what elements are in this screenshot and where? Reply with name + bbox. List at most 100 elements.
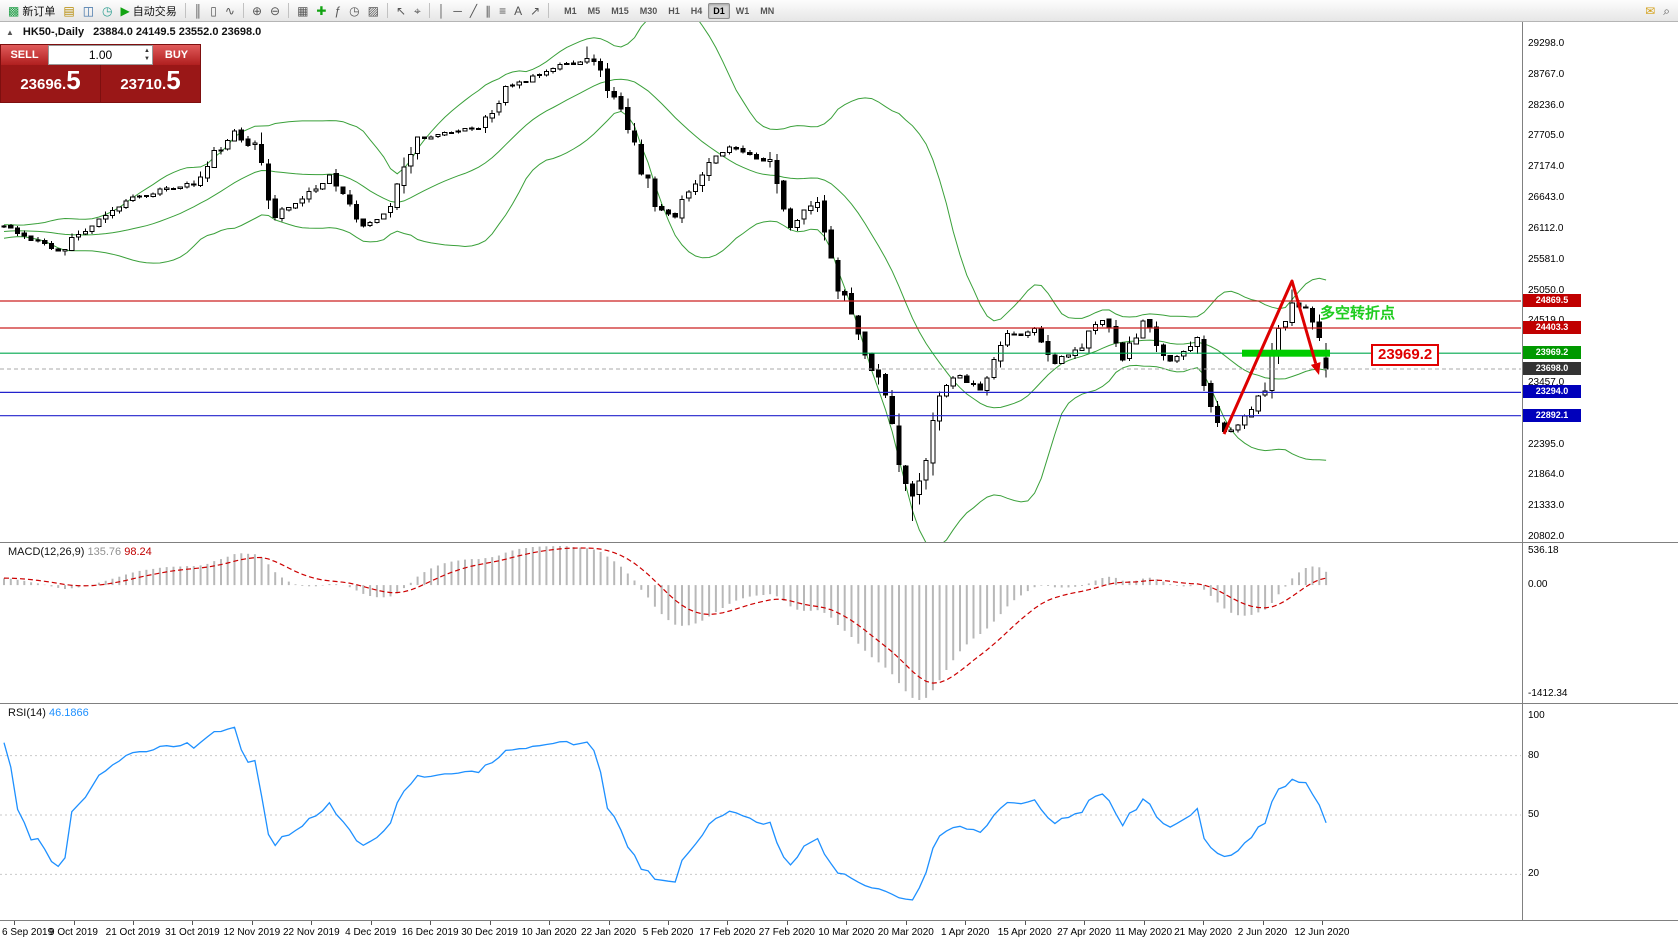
channel-button[interactable]: ∥ <box>481 2 495 20</box>
new-order-button-label: 新订单 <box>22 5 56 18</box>
candles-layer <box>1 46 1329 521</box>
time-tick <box>965 921 967 925</box>
rsi-scale-label: 80 <box>1528 749 1540 761</box>
sell-price-fraction: 5 <box>66 65 81 95</box>
autotrading-button[interactable]: ▶ 自动交易 <box>117 2 181 20</box>
rsi-line <box>3 726 1327 901</box>
arrows-button[interactable]: ↗ <box>526 2 544 20</box>
price-tag-24403.3: 24403.3 <box>1523 321 1581 334</box>
buy-price-main: 23710. <box>120 76 167 93</box>
macd-panel-canvas[interactable] <box>0 542 1678 703</box>
cursor-button[interactable]: ↖ <box>392 2 410 20</box>
autotrading-button-label: 自动交易 <box>132 5 177 18</box>
timeframe-button-m5[interactable]: M5 <box>583 3 606 19</box>
chat-button[interactable]: ✉ <box>1641 2 1659 20</box>
new-order-button[interactable]: ▩ 新订单 <box>4 2 59 20</box>
price-scale-label: 28236.0 <box>1528 99 1565 111</box>
new-chart-button[interactable]: ✚ <box>312 2 330 20</box>
time-label: 15 Apr 2020 <box>997 927 1052 938</box>
charts-button[interactable]: ▤ <box>59 2 78 20</box>
trend-arrow[interactable] <box>1222 279 1318 435</box>
tile-windows-button[interactable]: ▦ <box>293 2 312 20</box>
main-chart-canvas[interactable] <box>0 22 1678 542</box>
buy-button[interactable]: BUY <box>153 45 200 65</box>
time-label: 21 May 2020 <box>1174 927 1232 938</box>
time-tick <box>311 921 313 925</box>
vertical-line-icon: │ <box>437 3 446 18</box>
zoom-in-icon: ⊕ <box>251 3 262 18</box>
rsi-scale-label: 100 <box>1528 710 1545 721</box>
timeframe-button-h1[interactable]: H1 <box>663 3 685 19</box>
periods-button[interactable]: ◷ <box>345 2 363 20</box>
volume-spinner[interactable]: ▲ ▼ <box>144 47 150 63</box>
timeframe-button-d1[interactable]: D1 <box>708 2 730 19</box>
volume-input[interactable]: 1.00 ▲ ▼ <box>48 45 153 65</box>
trendline-button[interactable]: ╱ <box>466 2 481 20</box>
indicators-button[interactable]: ƒ <box>330 2 345 20</box>
timeframe-button-m30[interactable]: M30 <box>635 3 663 19</box>
time-label: 10 Mar 2020 <box>818 927 875 938</box>
volume-value: 1.00 <box>88 48 113 62</box>
time-tick <box>1321 921 1323 925</box>
price-axis[interactable]: 29298.0 28767.0 28236.0 27705.0 27174.0 26643… <box>1522 0 1678 944</box>
vertical-line-button[interactable]: │ <box>434 2 450 20</box>
price-tag-24869.5: 24869.5 <box>1523 294 1581 307</box>
price-scale-label: 27174.0 <box>1528 161 1565 173</box>
volume-up-icon[interactable]: ▲ <box>144 48 150 54</box>
time-label: 16 Dec 2019 <box>401 927 459 938</box>
volume-down-icon[interactable]: ▼ <box>144 56 150 62</box>
timeframe-button-m15[interactable]: M15 <box>606 3 634 19</box>
time-axis[interactable]: 6 Sep 2019 9 Oct 2019 21 Oct 2019 31 Oct 20… <box>0 920 1678 944</box>
time-tick <box>1203 921 1204 925</box>
price-callout-label[interactable]: 23969.2 <box>1371 344 1440 366</box>
price-tag-22892.1: 22892.1 <box>1523 408 1581 422</box>
bar-chart-button[interactable]: ║ <box>190 2 207 20</box>
price-scale-label: 29298.0 <box>1528 38 1565 49</box>
panel-separator[interactable] <box>0 920 1678 921</box>
time-label: 27 Feb 2020 <box>758 927 815 938</box>
zoom-in-button[interactable]: ⊕ <box>248 2 266 20</box>
buy-price[interactable]: 23710. 5 <box>100 65 200 102</box>
panel-separator[interactable] <box>0 703 1678 704</box>
crosshair-icon: ⌖ <box>414 3 421 18</box>
horizontal-line-button[interactable]: ─ <box>449 2 466 20</box>
candlestick-chart-button[interactable]: ▯ <box>206 2 221 20</box>
timeframe-button-m1[interactable]: M1 <box>559 3 582 19</box>
sell-price[interactable]: 23696. 5 <box>1 65 100 102</box>
time-label: 12 Nov 2019 <box>223 927 281 938</box>
macd-signal-line <box>3 547 1327 684</box>
arrows-icon: ↗ <box>530 3 541 18</box>
rsi-panel-canvas[interactable] <box>0 703 1678 920</box>
time-label: 27 Apr 2020 <box>1057 927 1112 938</box>
refresh-button[interactable]: ◷ <box>98 2 116 20</box>
fibonacci-button[interactable]: ≡ <box>495 2 510 20</box>
support-zone-bar[interactable] <box>1242 349 1330 357</box>
profiles-button[interactable]: ◫ <box>79 2 98 20</box>
fibonacci-icon: ≡ <box>499 3 507 18</box>
sell-button[interactable]: SELL <box>1 45 48 65</box>
time-label: 31 Oct 2019 <box>165 927 220 938</box>
cursor-icon: ↖ <box>395 3 407 18</box>
charts-icon: ▤ <box>63 3 75 18</box>
refresh-icon: ◷ <box>102 3 113 18</box>
clock-icon: ◷ <box>349 3 360 18</box>
timeframe-button-w1[interactable]: W1 <box>731 3 755 19</box>
bar-chart-icon: ║ <box>193 3 203 18</box>
turning-point-annotation[interactable]: 多空转折点 <box>1320 305 1396 322</box>
panel-separator[interactable] <box>0 542 1678 543</box>
price-scale-label: 21864.0 <box>1528 469 1565 481</box>
templates-icon: ▨ <box>367 3 379 18</box>
time-tick <box>430 921 432 925</box>
zoom-out-button[interactable]: ⊖ <box>266 2 284 20</box>
line-chart-button[interactable]: ∿ <box>221 2 239 20</box>
templates-button[interactable]: ▨ <box>364 2 383 20</box>
time-tick <box>73 921 75 925</box>
toolbar-separator <box>242 3 244 18</box>
text-button[interactable]: A <box>510 2 526 20</box>
crosshair-button[interactable]: ⌖ <box>410 2 425 20</box>
price-tag-23294.0: 23294.0 <box>1523 385 1581 399</box>
timeframe-button-h4[interactable]: H4 <box>686 3 708 19</box>
time-label: 2 Jun 2020 <box>1237 927 1288 938</box>
search-button[interactable]: ⌕ <box>1659 2 1674 20</box>
timeframe-button-mn[interactable]: MN <box>755 3 779 19</box>
